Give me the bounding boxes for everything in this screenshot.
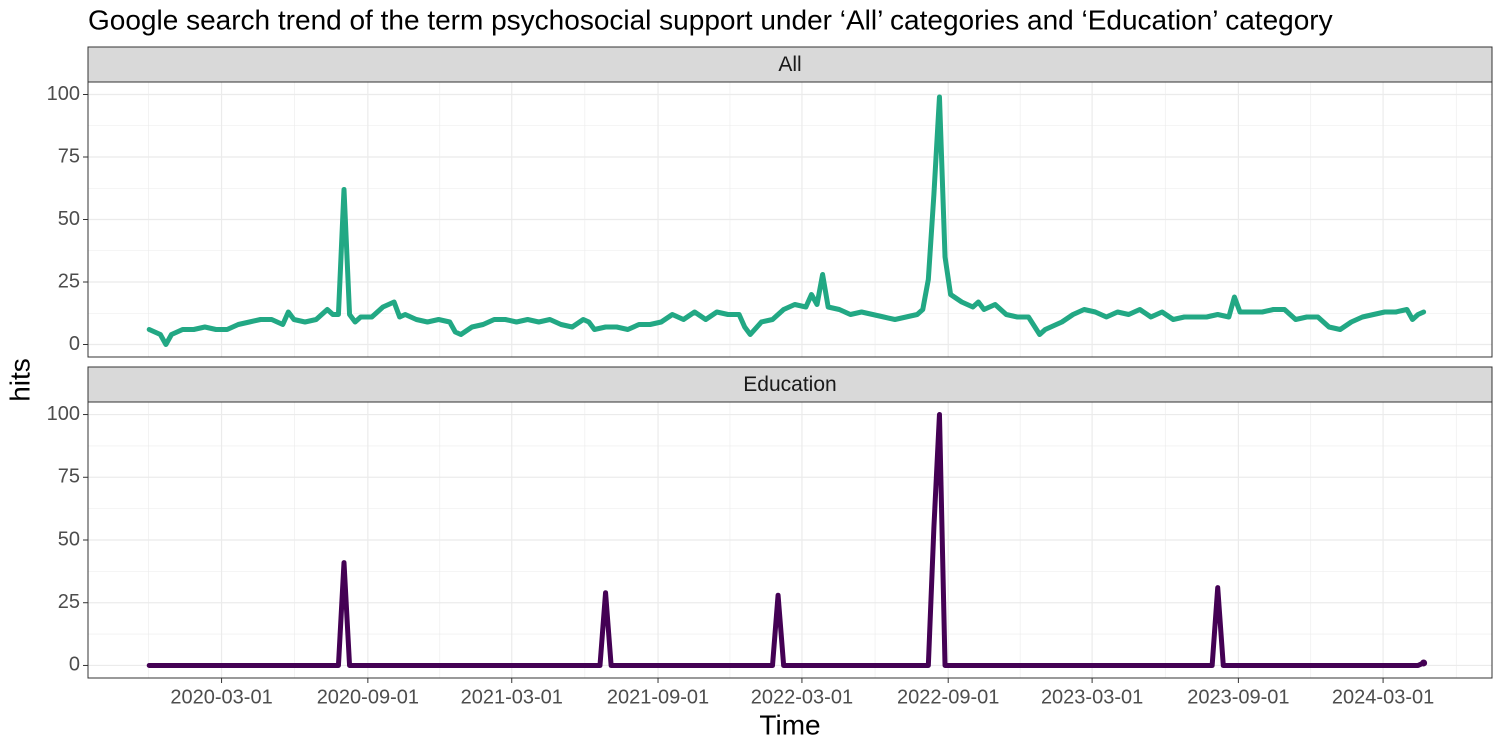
data-line [146, 94, 1427, 347]
x-tick-label: 2022-03-01 [751, 686, 853, 708]
x-axis-title: Time [759, 709, 820, 740]
x-tick-label: 2023-09-01 [1187, 686, 1289, 708]
y-tick-label: 100 [47, 83, 80, 105]
y-tick-label: 0 [69, 654, 80, 676]
data-line [146, 412, 1427, 668]
panel-border [87, 81, 1493, 358]
x-tick-label: 2020-09-01 [317, 686, 419, 708]
y-axis-title: hits [4, 358, 35, 402]
y-tick-label: 25 [58, 270, 80, 292]
facet-strip [87, 46, 1493, 83]
facet-strip [87, 366, 1493, 403]
x-tick-label: 2021-03-01 [461, 686, 563, 708]
x-tick-label: 2022-09-01 [897, 686, 999, 708]
y-tick-label: 75 [58, 466, 80, 488]
panel-border [87, 401, 1493, 679]
y-tick-label: 0 [69, 333, 80, 355]
chart-title: Google search trend of the term psychoso… [88, 4, 1333, 35]
y-tick-label: 50 [58, 528, 80, 550]
facet-label: All [778, 53, 801, 76]
y-tick-label: 50 [58, 208, 80, 230]
x-tick-label: 2024-03-01 [1332, 686, 1434, 708]
x-tick-label: 2023-03-01 [1041, 686, 1143, 708]
end-point [1420, 659, 1428, 667]
x-tick-label: 2020-03-01 [170, 686, 272, 708]
y-tick-label: 75 [58, 145, 80, 167]
facet-label: Education [743, 373, 836, 396]
y-tick-label: 25 [58, 591, 80, 613]
x-tick-label: 2021-09-01 [607, 686, 709, 708]
y-tick-label: 100 [47, 403, 80, 425]
